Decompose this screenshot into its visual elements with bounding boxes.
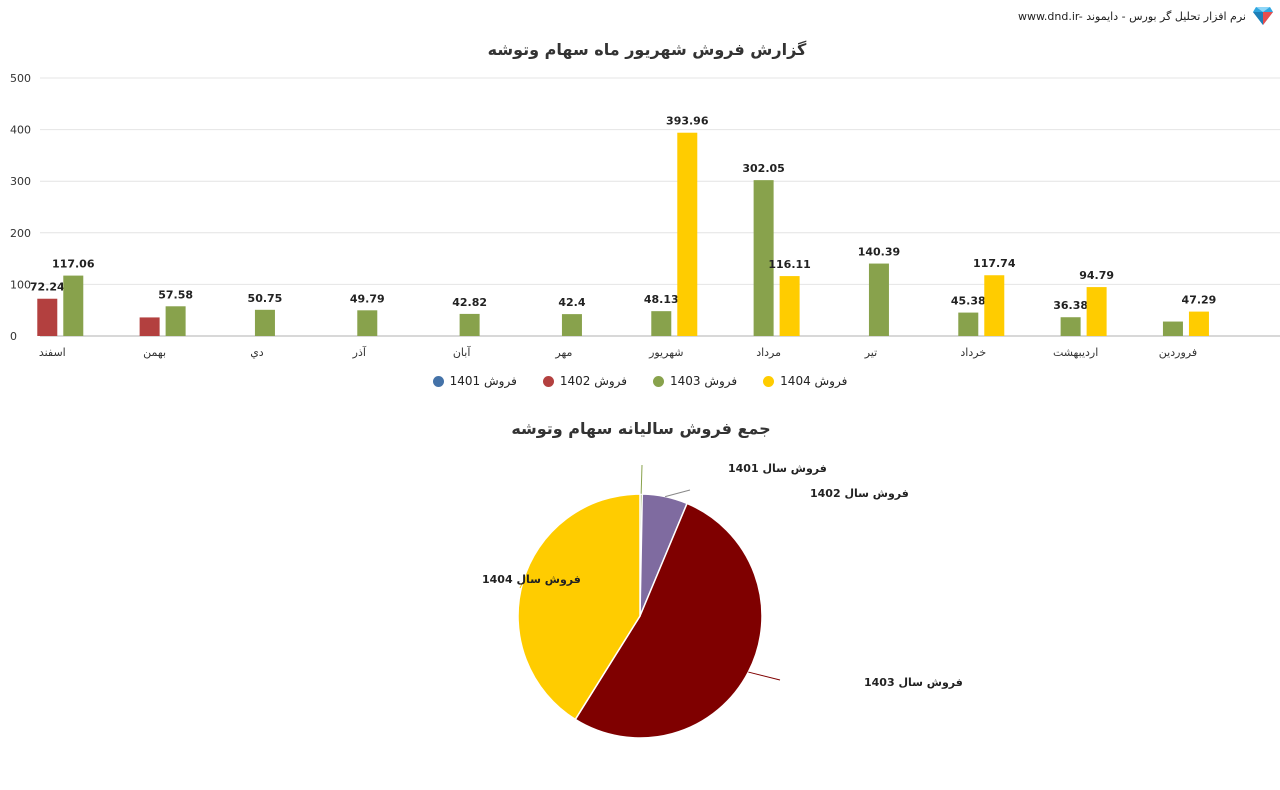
bar [561,314,582,336]
x-tick-label: اردیبهشت [1053,346,1098,359]
legend-swatch [653,375,664,387]
x-tick-label: دي [250,346,264,359]
legend-label: فروش 1403 [670,374,738,388]
brand-text: www.dnd.ir- نرم افزار تحلیل گر بورس - دا… [1017,9,1246,23]
bar-data-label: 72.24 [30,281,65,294]
diamond-icon [1253,7,1273,25]
legend-item: فروش 1401 [432,374,517,388]
pie-chart-title: جمع فروش سالیانه سهام وتوشه [511,419,771,438]
bar [254,309,275,336]
y-tick-label: 200 [10,227,31,240]
bar [1086,287,1107,336]
bar-data-label: 50.75 [248,292,283,305]
y-grid: 0 100 200 300 400 500 [10,72,1280,343]
bar-chart-legend: فروش 1401 فروش 1402 فروش 1403 فروش 1404 [0,374,1280,388]
bar [1162,321,1183,336]
x-tick-label: مهر [554,346,572,359]
bar [868,263,889,336]
x-tick-label: خرداد [960,346,986,359]
x-tick-label: آذر [352,345,367,359]
brand-header: www.dnd.ir- نرم افزار تحلیل گر بورس - دا… [1018,6,1274,26]
x-tick-label: شهریور [648,346,683,359]
bar [753,180,774,336]
y-tick-label: 500 [10,72,31,85]
bar [357,310,378,336]
x-tick-label: فروردین [1159,346,1197,359]
bar-data-label: 140.39 [858,246,900,259]
x-tick-label: اسفند [39,346,66,359]
bar-data-label: 57.58 [158,288,193,301]
legend-swatch [432,375,444,387]
bar [37,298,58,336]
bar-data-label: 116.11 [768,258,810,271]
x-tick-label: تیر [864,346,877,359]
bar [779,276,800,336]
bar [651,311,672,336]
legend-label: فروش 1402 [559,374,627,388]
y-tick-label: 0 [10,330,17,343]
bar-data-label: 36.38 [1053,299,1088,312]
legend-item: فروش 1402 [542,374,627,388]
pie-leader-line [664,489,691,498]
legend-item: فروش 1403 [653,374,737,388]
bar-data-label: 47.29 [1182,294,1217,307]
bar-data-label: 94.79 [1079,269,1114,282]
x-tick-label: مرداد [756,346,781,359]
bar-data-label: 49.79 [350,292,385,305]
pie-slice-label: فروش سال 1402 [810,487,909,500]
bars: 47.29 فروردین 36.38 94.79 اردیبهشت 45.38 117.7… [30,115,1216,359]
pie: فروش سال 1401 فروش سال 1402 فروش سال 1403 ف… [482,462,963,739]
bar-data-label: 42.82 [452,296,487,309]
pie-leader-line [748,671,781,681]
bar-data-label: 48.13 [644,293,679,306]
y-tick-label: 400 [10,124,31,137]
bar-data-label: 302.05 [742,162,784,175]
pie-slice-label: فروش سال 1403 [864,676,963,689]
legend-item: فروش 1404 [763,374,847,388]
bar [958,312,979,336]
bar-chart-title: گزارش فروش شهریور ماه سهام وتوشه [487,40,807,59]
bar-data-label: 42.4 [558,296,585,309]
pie-slice-label: فروش سال 1401 [728,462,827,475]
x-tick-label: آبان [453,345,471,359]
legend-label: فروش 1401 [449,374,517,388]
bar [165,306,186,336]
pie-slice [517,493,641,721]
y-tick-label: 100 [10,278,31,291]
legend-swatch [763,375,775,387]
bar [677,132,698,336]
y-tick-label: 300 [10,175,31,188]
pie-leader-line [640,464,643,495]
bar [1060,317,1081,336]
bar-data-label: 117.06 [52,258,95,271]
bar [1188,311,1209,336]
pie-leader-line [519,582,524,589]
bar-data-label: 117.74 [973,257,1016,270]
pie-slice-label: فروش سال 1404 [482,573,581,586]
x-tick-label: بهمن [143,346,166,359]
legend-swatch [542,375,554,387]
bar-data-label: 393.96 [666,115,709,128]
bar [139,317,160,336]
legend-label: فروش 1404 [780,374,848,388]
bar-data-label: 45.38 [951,295,986,308]
bar [63,275,84,336]
bar [984,275,1005,336]
bar [459,313,480,336]
